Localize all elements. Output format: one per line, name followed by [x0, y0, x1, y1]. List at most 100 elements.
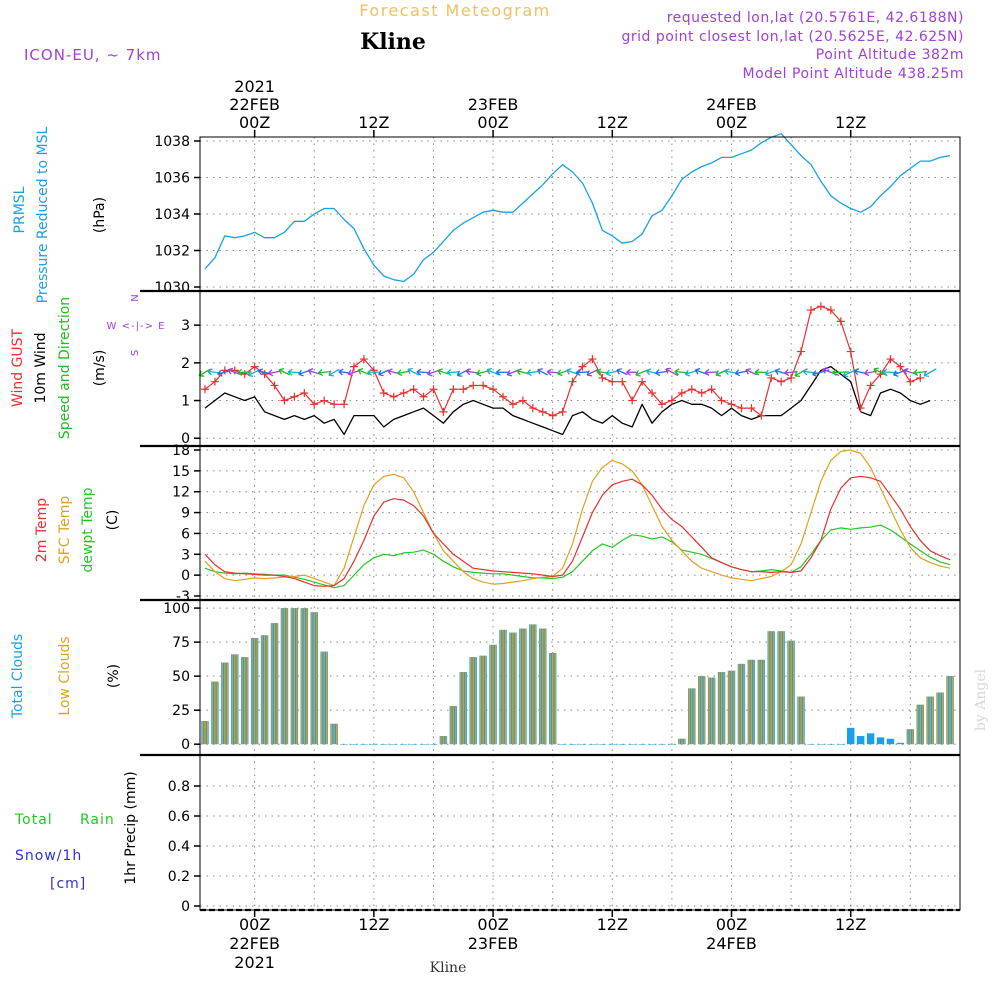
cloud-total-bar	[420, 744, 427, 745]
cloud-total-bar	[618, 744, 625, 745]
panel-frame	[200, 755, 960, 910]
pressure-label-msl: Pressure Reduced to MSL	[35, 126, 51, 303]
cloud-low-stripe	[473, 657, 474, 744]
cloud-low-stripe	[940, 692, 941, 744]
cloud-low-stripe	[510, 633, 511, 745]
cloud-low-stripe	[306, 608, 307, 744]
cloud-total-bar	[569, 744, 576, 745]
location-title: Kline	[360, 29, 426, 55]
cloud-low-stripe	[284, 608, 285, 744]
y-tick-label: 6	[181, 526, 190, 542]
wind-label-10m: 10m Wind	[33, 332, 49, 403]
y-tick-label: 75	[172, 635, 190, 651]
wind-direction-arrow	[338, 369, 349, 376]
y-tick-label: 100	[163, 601, 190, 617]
bottom-tick-label: 12Z	[597, 915, 628, 934]
wind-gust-marker	[549, 412, 557, 420]
bottom-tick-label: 12Z	[835, 915, 866, 934]
cloud-total-bar	[847, 728, 854, 744]
bottom-tick-label: 24FEB	[706, 934, 757, 953]
y-tick-label: 1030	[154, 280, 190, 296]
wind-gust-marker	[688, 385, 696, 393]
cloud-total-bar	[350, 744, 357, 745]
cloud-low-stripe	[485, 656, 486, 744]
cloud-low-stripe	[790, 641, 791, 744]
cloud-total-bar	[390, 744, 397, 745]
cloud-low-bar	[301, 608, 307, 744]
model-label: ICON-EU, ~ 7km	[24, 46, 162, 64]
wind-gust-marker	[479, 381, 487, 389]
compass-west-east: W <-|-> E	[107, 321, 166, 332]
temp-label-dewpt: dewpt Temp	[80, 487, 96, 572]
cloud-low-stripe	[264, 635, 265, 744]
y-tick-label: 25	[172, 703, 190, 719]
cloud-low-stripe	[336, 724, 337, 744]
requested-coords: requested lon,lat (20.5761E, 42.6188N)	[667, 10, 964, 26]
cloud-low-bar	[222, 663, 228, 745]
cloud-low-stripe	[743, 664, 744, 744]
cloud-low-bar	[748, 660, 754, 744]
cloud-low-bar	[321, 652, 327, 745]
cloud-low-stripe	[505, 630, 506, 744]
cloud-low-stripe	[254, 638, 255, 744]
top-tick-label: 00Z	[477, 113, 508, 132]
cloud-label-unit: (%)	[106, 664, 122, 688]
cloud-low-stripe	[204, 721, 205, 744]
wind-direction-arrow	[557, 368, 569, 377]
cloud-low-bar	[470, 657, 476, 744]
cloud-low-stripe	[274, 623, 275, 744]
wind-gust-marker	[320, 397, 328, 405]
cloud-low-stripe	[803, 697, 804, 745]
y-tick-label: 1034	[154, 207, 190, 223]
temp-2m-line	[205, 476, 950, 586]
cloud-low-stripe	[304, 608, 305, 744]
cloud-low-bar	[798, 697, 804, 745]
cloud-low-stripe	[552, 653, 553, 744]
bottom-tick-label: 00Z	[239, 915, 270, 934]
cloud-low-stripe	[331, 724, 332, 744]
wind-gust-marker	[737, 404, 745, 412]
cloud-low-bar	[271, 623, 277, 744]
cloud-low-stripe	[316, 612, 317, 744]
cloud-total-bar	[648, 744, 655, 745]
cloud-low-stripe	[942, 692, 943, 744]
wind-gust-marker	[380, 389, 388, 397]
y-tick-label: 12	[172, 485, 190, 501]
cloud-low-stripe	[224, 663, 225, 745]
cloud-low-stripe	[753, 660, 754, 744]
cloud-low-stripe	[550, 653, 551, 744]
wind-gust-marker	[817, 302, 825, 310]
wind-gust-marker	[618, 378, 626, 386]
cloud-label-total: Total Clouds	[10, 634, 26, 719]
y-tick-label: 15	[172, 464, 190, 480]
y-tick-label: 0	[181, 568, 190, 584]
cloud-low-stripe	[768, 631, 769, 744]
cloud-total-bar	[400, 744, 407, 745]
wind-gust-marker	[608, 378, 616, 386]
compass-north: N	[130, 294, 141, 301]
cloud-low-stripe	[244, 657, 245, 744]
cloud-low-bar	[679, 739, 685, 744]
cloud-low-bar	[699, 676, 705, 744]
cloud-low-stripe	[731, 671, 732, 745]
top-tick-label: 12Z	[835, 113, 866, 132]
cloud-low-stripe	[296, 608, 297, 744]
cloud-low-stripe	[495, 645, 496, 744]
wind-label-speed-dir: Speed and Direction	[57, 297, 73, 439]
cloud-low-stripe	[932, 697, 933, 745]
cloud-total-bar	[807, 744, 814, 745]
cloud-low-stripe	[917, 705, 918, 744]
cloud-low-stripe	[227, 663, 228, 745]
cloud-low-stripe	[252, 638, 253, 744]
cloud-low-stripe	[232, 654, 233, 744]
cloud-low-stripe	[920, 705, 921, 744]
compass-south: S	[130, 350, 141, 356]
cloud-low-stripe	[520, 629, 521, 745]
cloud-low-bar	[500, 630, 506, 744]
wind-gust-marker	[469, 381, 477, 389]
cloud-low-bar	[927, 697, 933, 745]
wind-label-unit: (m/s)	[92, 350, 108, 387]
cloud-total-bar	[827, 744, 834, 745]
precip-label-cm: [cm]	[50, 876, 86, 892]
cloud-low-stripe	[480, 656, 481, 744]
